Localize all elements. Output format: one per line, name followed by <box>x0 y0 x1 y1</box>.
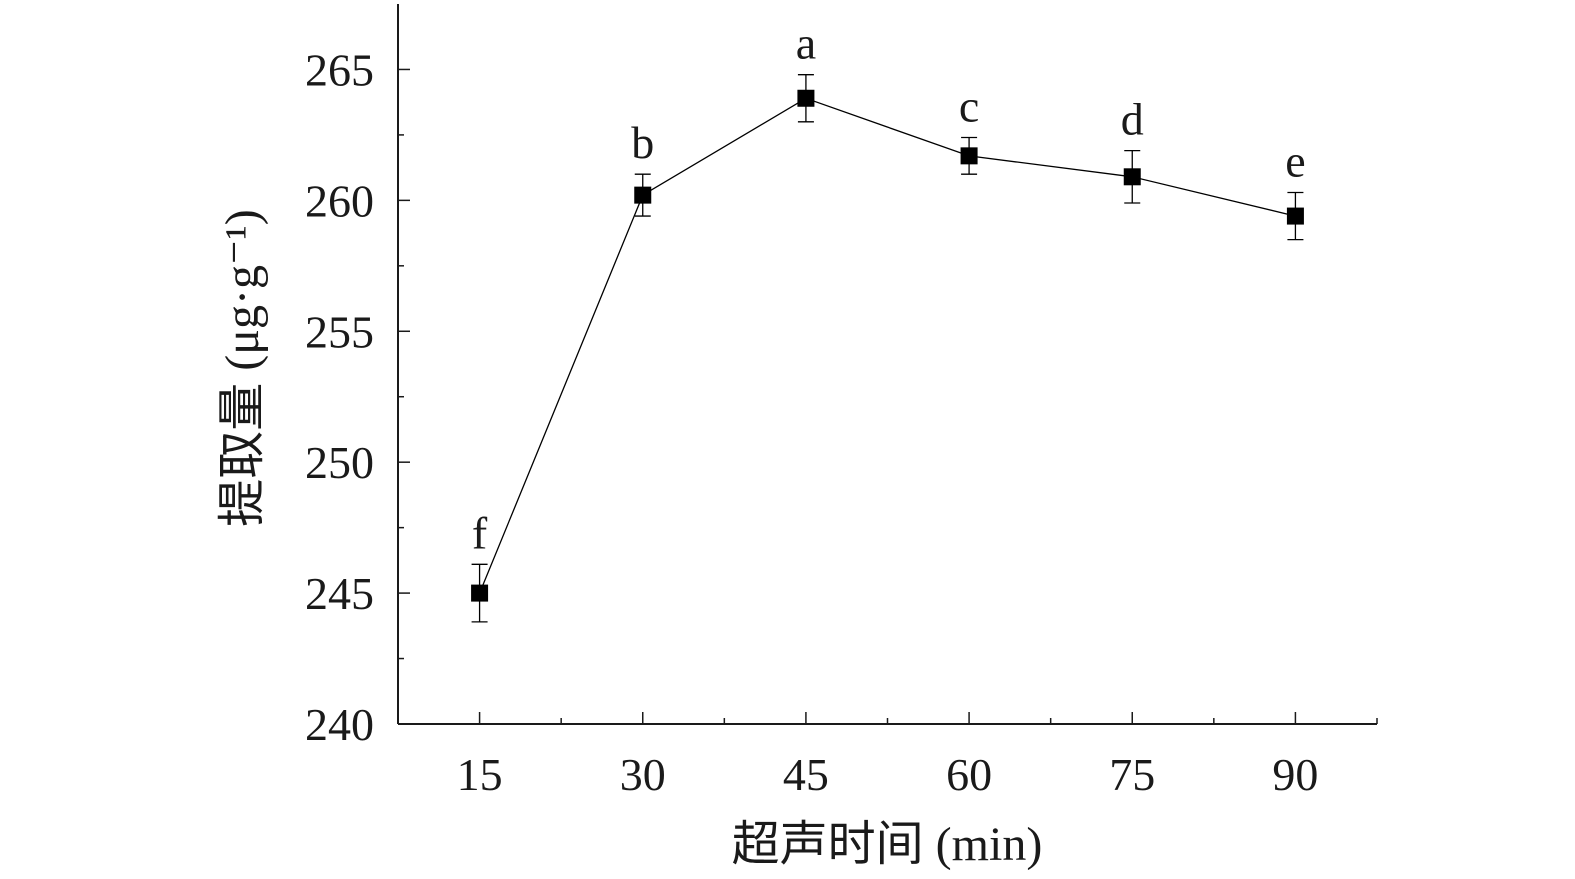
significance-label: d <box>1121 94 1144 145</box>
y-axis-title: 提取量 (μg·g⁻¹) <box>216 209 269 526</box>
data-point <box>960 147 978 165</box>
x-tick-label: 75 <box>1109 749 1155 800</box>
data-point <box>471 584 489 602</box>
x-tick-label: 45 <box>783 749 829 800</box>
y-tick-label: 245 <box>305 568 374 619</box>
x-tick-label: 90 <box>1272 749 1318 800</box>
data-point <box>634 186 652 204</box>
significance-label: a <box>796 18 816 69</box>
y-axis-ticks: 240 245 250 255 260 265 <box>305 44 410 750</box>
data-point <box>1286 207 1304 225</box>
x-tick-label: 30 <box>620 749 666 800</box>
x-tick-label: 60 <box>946 749 992 800</box>
data-point <box>797 89 815 107</box>
significance-label: c <box>959 81 979 132</box>
y-tick-label: 265 <box>305 44 374 95</box>
x-axis-ticks: 15 30 45 60 75 90 <box>457 712 1378 800</box>
y-tick-label: 260 <box>305 175 374 226</box>
x-tick-label: 15 <box>457 749 503 800</box>
y-tick-label: 240 <box>305 699 374 750</box>
significance-label: f <box>472 507 488 558</box>
x-axis-title: 超声时间 (min) <box>732 818 1043 871</box>
series-layer: f b a c d e <box>471 18 1306 623</box>
data-point <box>1123 168 1141 186</box>
y-tick-label: 255 <box>305 306 374 357</box>
y-tick-label: 250 <box>305 437 374 488</box>
series-line <box>478 97 1296 594</box>
chart-axes <box>397 4 1377 725</box>
significance-label: e <box>1285 136 1305 187</box>
significance-label: b <box>631 117 654 168</box>
